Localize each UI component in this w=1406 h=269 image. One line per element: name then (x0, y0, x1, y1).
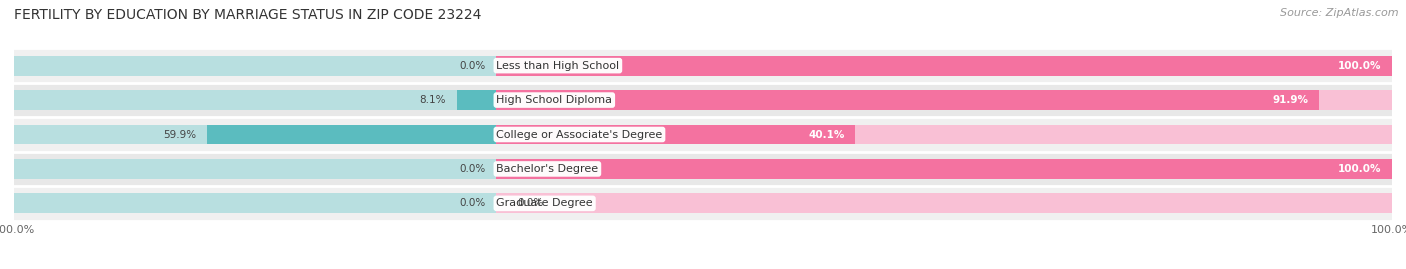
Text: Graduate Degree: Graduate Degree (496, 198, 593, 208)
Bar (496, 56, 1392, 76)
Bar (496, 193, 1392, 213)
Bar (14, 152, 1392, 186)
Bar (496, 125, 1392, 144)
Text: 100.0%: 100.0% (1337, 164, 1381, 174)
Text: 59.9%: 59.9% (163, 129, 197, 140)
Text: Source: ZipAtlas.com: Source: ZipAtlas.com (1281, 8, 1399, 18)
Bar (14, 90, 496, 110)
Bar (14, 193, 496, 213)
Bar (14, 117, 1392, 152)
Text: Bachelor's Degree: Bachelor's Degree (496, 164, 599, 174)
Bar (496, 159, 1392, 179)
Bar (14, 48, 1392, 83)
Bar (457, 90, 496, 110)
Bar (496, 90, 1392, 110)
Text: College or Associate's Degree: College or Associate's Degree (496, 129, 662, 140)
Legend: Married, Unmarried: Married, Unmarried (619, 264, 787, 269)
Bar (496, 90, 1319, 110)
Text: 91.9%: 91.9% (1272, 95, 1309, 105)
Text: 8.1%: 8.1% (420, 95, 446, 105)
Bar (14, 159, 496, 179)
Text: 0.0%: 0.0% (458, 164, 485, 174)
Text: FERTILITY BY EDUCATION BY MARRIAGE STATUS IN ZIP CODE 23224: FERTILITY BY EDUCATION BY MARRIAGE STATU… (14, 8, 481, 22)
Bar (208, 125, 496, 144)
Bar (496, 56, 1392, 76)
Bar (14, 83, 1392, 117)
Bar (14, 56, 496, 76)
Text: Less than High School: Less than High School (496, 61, 620, 71)
Text: 0.0%: 0.0% (517, 198, 543, 208)
Text: High School Diploma: High School Diploma (496, 95, 613, 105)
Text: 40.1%: 40.1% (808, 129, 845, 140)
Bar (14, 125, 496, 144)
Text: 0.0%: 0.0% (458, 61, 485, 71)
Text: 0.0%: 0.0% (458, 198, 485, 208)
Bar (496, 125, 855, 144)
Bar (14, 186, 1392, 221)
Bar (496, 159, 1392, 179)
Text: 100.0%: 100.0% (1337, 61, 1381, 71)
